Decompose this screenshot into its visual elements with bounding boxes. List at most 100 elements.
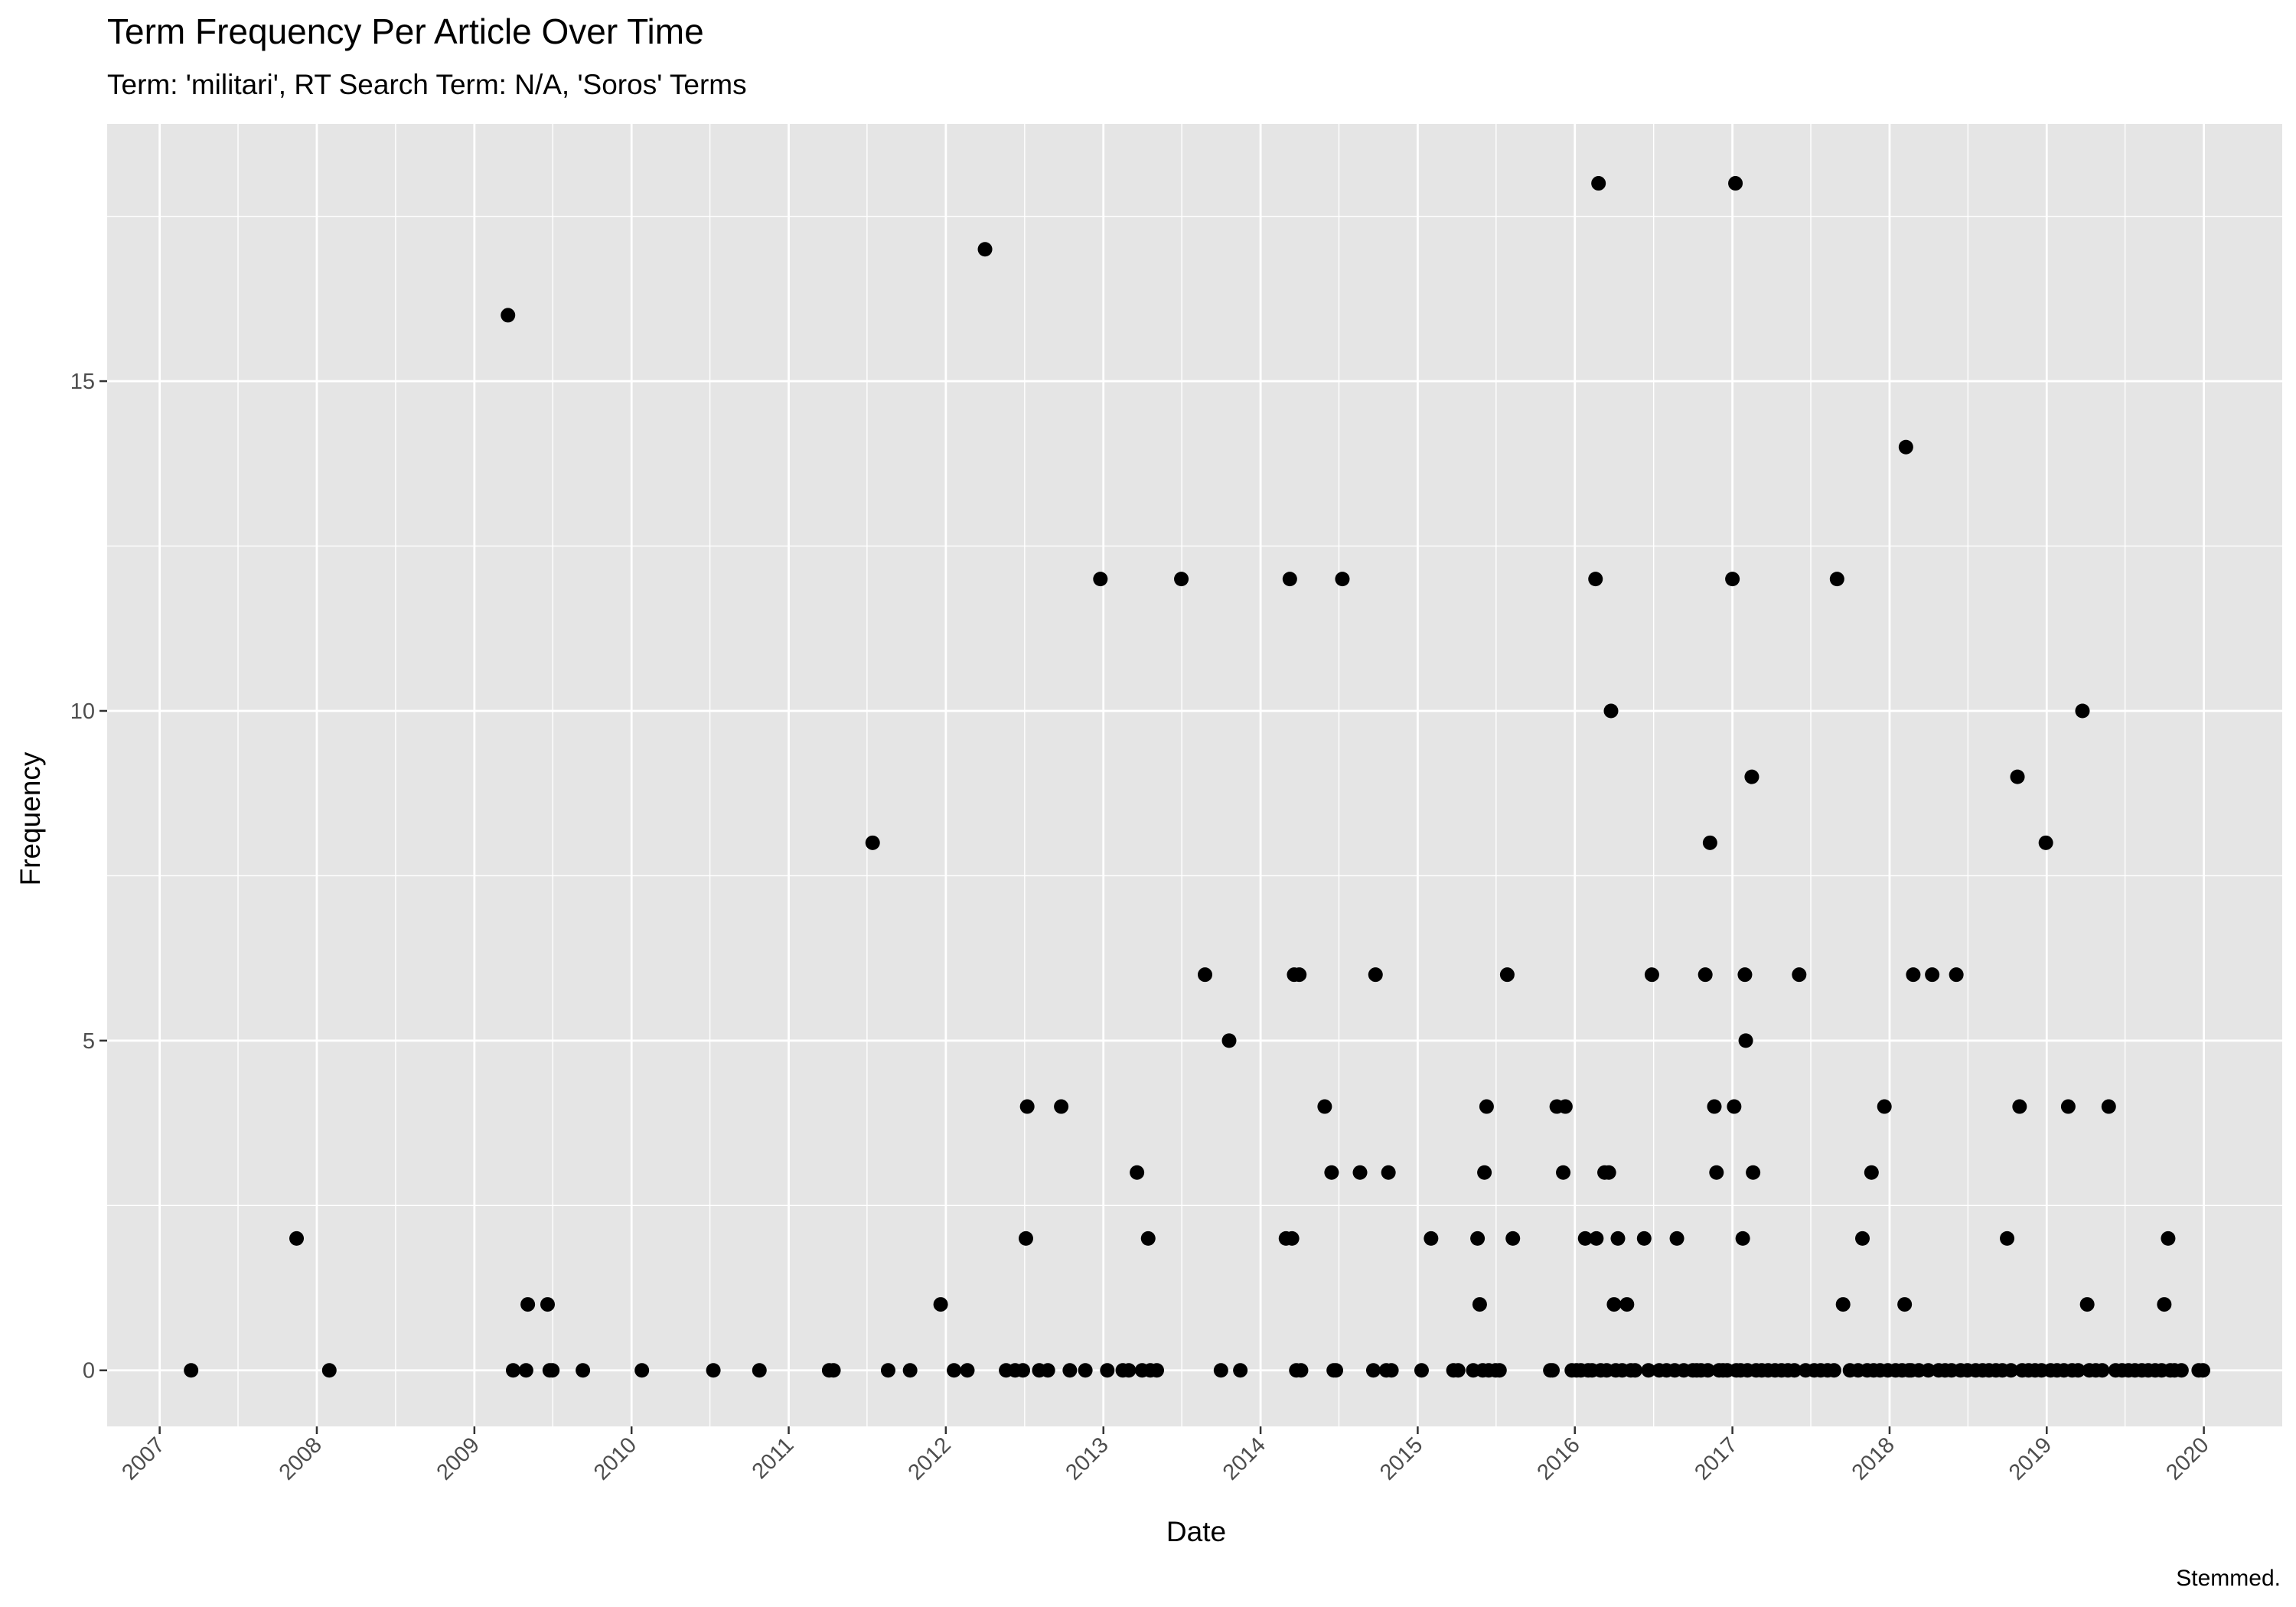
data-point xyxy=(1329,1363,1344,1378)
data-point xyxy=(2195,1363,2210,1378)
plot-background xyxy=(107,124,2282,1426)
data-point xyxy=(1636,1231,1652,1246)
data-point xyxy=(1610,1231,1626,1246)
data-point xyxy=(1365,1363,1381,1378)
data-point xyxy=(706,1363,721,1378)
data-point xyxy=(880,1363,895,1378)
data-point xyxy=(2161,1231,2176,1246)
data-point xyxy=(1470,1231,1486,1246)
data-point xyxy=(1641,1363,1656,1378)
data-point xyxy=(2038,835,2053,850)
data-point xyxy=(1619,1297,1635,1312)
x-tick-label: 2020 xyxy=(2161,1433,2213,1485)
data-point xyxy=(1698,967,1713,983)
x-tick-label: 2011 xyxy=(748,1433,799,1484)
y-tick-label: 15 xyxy=(70,370,95,394)
x-tick-label: 2018 xyxy=(1848,1433,1900,1485)
data-point xyxy=(1544,1363,1560,1378)
data-point xyxy=(576,1363,591,1378)
y-axis-title: Frequency xyxy=(15,751,46,885)
data-point xyxy=(1603,703,1619,719)
data-point xyxy=(1477,1165,1492,1180)
data-point xyxy=(1601,1165,1616,1180)
data-point xyxy=(1835,1297,1851,1312)
data-point xyxy=(1284,1231,1300,1246)
x-tick-label: 2017 xyxy=(1690,1433,1742,1485)
data-point xyxy=(2060,1099,2076,1114)
data-point xyxy=(1738,1033,1753,1048)
data-point xyxy=(1855,1231,1870,1246)
data-point xyxy=(826,1363,841,1378)
data-point xyxy=(1669,1231,1684,1246)
data-point xyxy=(1588,572,1603,587)
data-point xyxy=(1727,1099,1742,1114)
data-point xyxy=(1557,1099,1573,1114)
data-point xyxy=(1221,1033,1237,1048)
y-tick-label: 5 xyxy=(83,1029,95,1054)
data-point xyxy=(1728,176,1743,191)
data-point xyxy=(1233,1363,1248,1378)
data-point xyxy=(1897,1297,1913,1312)
data-point xyxy=(2101,1099,2116,1114)
data-point xyxy=(1707,1099,1722,1114)
data-point xyxy=(1174,572,1189,587)
data-point xyxy=(1505,1231,1521,1246)
data-point xyxy=(2004,1363,2019,1378)
data-point xyxy=(1019,1099,1035,1114)
data-point xyxy=(1829,572,1844,587)
data-point xyxy=(1093,572,1108,587)
x-tick-label: 2016 xyxy=(1532,1433,1584,1485)
x-axis-title: Date xyxy=(1166,1516,1226,1547)
data-point xyxy=(1864,1165,1879,1180)
x-tick-label: 2019 xyxy=(2004,1433,2056,1485)
x-tick-label: 2008 xyxy=(275,1433,327,1485)
data-point xyxy=(1293,1363,1309,1378)
data-point xyxy=(1949,967,1964,983)
chart-title: Term Frequency Per Article Over Time xyxy=(107,11,704,51)
data-point xyxy=(1054,1099,1069,1114)
data-point xyxy=(1140,1231,1156,1246)
data-point xyxy=(1352,1165,1368,1180)
data-point xyxy=(2075,703,2090,719)
data-point xyxy=(1589,1231,1604,1246)
data-points xyxy=(184,176,2210,1378)
data-point xyxy=(1479,1099,1494,1114)
x-tick-label: 2007 xyxy=(117,1433,169,1485)
data-point xyxy=(1368,967,1383,983)
data-point xyxy=(1792,967,1807,983)
data-point xyxy=(933,1297,948,1312)
x-tick-label: 2014 xyxy=(1218,1433,1270,1485)
data-point xyxy=(1906,967,1921,983)
data-point xyxy=(1577,1231,1593,1246)
data-point xyxy=(1335,572,1350,587)
data-point xyxy=(505,1363,520,1378)
x-tick-label: 2015 xyxy=(1375,1433,1427,1485)
data-point xyxy=(1709,1165,1724,1180)
data-point xyxy=(1472,1297,1487,1312)
data-point xyxy=(1062,1363,1078,1378)
data-point xyxy=(1627,1363,1642,1378)
data-point xyxy=(1450,1363,1466,1378)
data-point xyxy=(520,1297,536,1312)
data-point xyxy=(1606,1297,1622,1312)
data-point xyxy=(2012,1099,2027,1114)
data-point xyxy=(1282,572,1297,587)
data-point xyxy=(1317,1099,1332,1114)
data-point xyxy=(289,1231,305,1246)
data-point xyxy=(1921,1363,1936,1378)
y-tick-label: 0 xyxy=(83,1359,95,1384)
x-tick-label: 2012 xyxy=(904,1433,956,1485)
data-point xyxy=(1725,572,1740,587)
y-tick-label: 10 xyxy=(70,699,95,724)
data-point xyxy=(2174,1363,2189,1378)
data-point xyxy=(1381,1165,1396,1180)
data-point xyxy=(1213,1363,1228,1378)
data-point xyxy=(184,1363,199,1378)
data-point xyxy=(865,835,880,850)
data-point xyxy=(1499,967,1515,983)
data-point xyxy=(1016,1363,1031,1378)
data-point xyxy=(1644,967,1659,983)
x-tick-label: 2010 xyxy=(589,1433,641,1485)
data-point xyxy=(752,1363,767,1378)
